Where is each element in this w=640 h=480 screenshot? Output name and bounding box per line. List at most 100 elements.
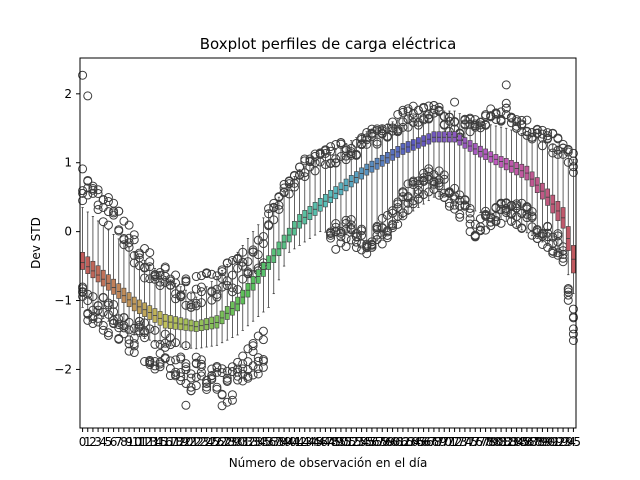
x-tick-label: 91 [545,435,560,449]
outlier-point [165,333,175,343]
y-tick-label: −1 [54,294,72,308]
outlier-point [326,142,336,152]
x-tick-label: 94 [561,435,576,449]
outlier-point [93,188,103,198]
outlier-point [109,208,119,218]
outlier-point [186,373,196,383]
outlier-point [465,203,475,213]
x-tick-label: 66 [416,435,431,449]
outlier-point [129,339,139,349]
outlier-point [119,235,129,245]
outlier-point [186,291,196,301]
outlier-point [481,225,491,235]
x-tick-label: 90 [540,435,555,449]
y-tick-label: −2 [54,362,72,376]
outlier-point [403,198,413,208]
outlier-point [140,273,150,283]
outlier-point [512,199,522,209]
outlier-point [103,309,113,319]
x-tick-label: 18 [168,435,183,449]
outlier-point [165,340,175,350]
x-tick-label: 46 [313,435,328,449]
outlier-point [217,364,227,374]
outlier-point [196,298,206,308]
outlier-point [284,179,294,189]
x-tick-label: 57 [369,435,384,449]
outlier-point [119,313,129,323]
box [116,283,122,299]
x-tick-label: 52 [344,435,359,449]
outlier-point [300,168,310,178]
x-tick-label: 56 [364,435,379,449]
outlier-point [434,190,444,200]
x-tick-label: 34 [251,435,266,449]
outlier-point [227,395,237,405]
x-tick-label: 27 [214,435,229,449]
outlier-point [470,219,480,229]
outlier-point [103,220,113,230]
outlier-point [450,97,460,107]
x-tick-label: 50 [333,435,348,449]
outlier-point [336,137,346,147]
outlier-point [124,339,134,349]
outlier-point [217,274,227,284]
outlier-point [568,148,578,158]
outlier-point [563,285,573,295]
x-tick-label: 4 [99,435,107,449]
x-tick-label: 16 [158,435,173,449]
x-tick-label: 70 [437,435,452,449]
outlier-point [300,154,310,164]
x-tick-label: 45 [307,435,322,449]
x-tick-label: 89 [535,435,550,449]
outlier-point [238,257,248,267]
outlier-point [238,274,248,284]
outlier-point [248,247,258,257]
outlier-point [155,339,165,349]
outlier-point [408,117,418,127]
outlier-point [475,225,485,235]
box [328,189,333,203]
x-tick-label: 76 [468,435,483,449]
x-tick-label: 22 [189,435,204,449]
x-tick-label: 7 [115,435,123,449]
outlier-point [357,224,367,234]
outlier-point [155,270,165,280]
outlier-point [481,120,491,130]
outlier-point [388,208,398,218]
x-tick-label: 42 [292,435,307,449]
outlier-point [543,128,553,138]
outlier-point [439,170,449,180]
outlier-point [563,290,573,300]
outlier-point [88,185,98,195]
outlier-point [119,240,129,250]
outlier-point [93,185,103,195]
outlier-point [558,253,568,263]
outlier-point [393,219,403,229]
x-tick-label: 86 [519,435,534,449]
x-tick-label: 33 [245,435,260,449]
box [111,278,116,295]
outlier-point [248,361,258,371]
outlier-point [88,314,98,324]
outlier-point [150,356,160,366]
outlier-point [486,217,496,227]
outlier-point [537,141,547,151]
outlier-point [460,195,470,205]
outlier-point [419,173,429,183]
outlier-point [191,372,201,382]
outlier-point [331,139,341,149]
outlier-point [222,258,232,268]
box [209,316,215,330]
outlier-point [326,159,336,169]
outlier-point [196,355,206,365]
outlier-point [150,325,160,335]
outlier-point [403,104,413,114]
outlier-point [450,116,460,126]
outlier-point [269,215,279,225]
outlier-point [481,211,491,221]
x-tick-label: 59 [380,435,395,449]
chart-title: Boxplot perfiles de carga eléctrica [200,35,457,53]
outlier-point [160,354,170,364]
outlier-point [429,104,439,114]
outlier-point [284,176,294,186]
